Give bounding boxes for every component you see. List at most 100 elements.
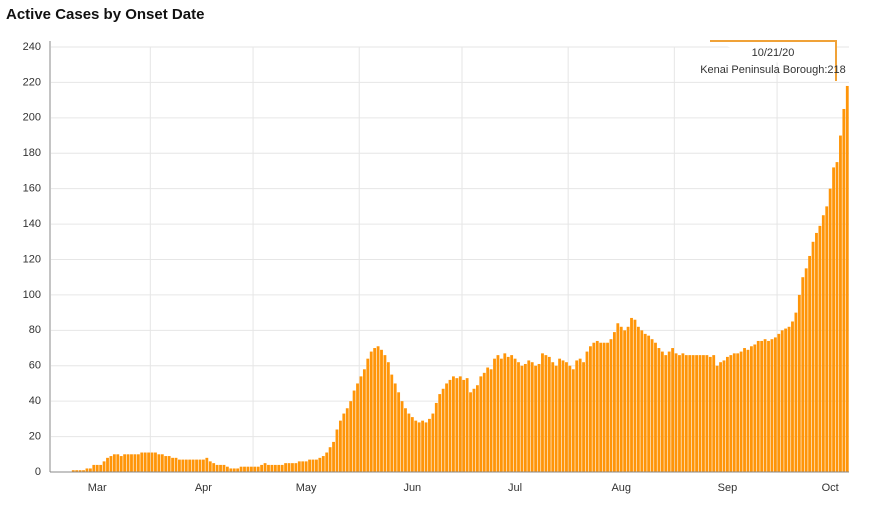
- bar: [201, 459, 205, 472]
- bar: [708, 356, 712, 472]
- bar: [472, 388, 476, 472]
- bar: [523, 363, 527, 472]
- bar: [280, 464, 284, 472]
- bar: [287, 463, 291, 472]
- bar: [698, 355, 702, 472]
- bar: [359, 376, 363, 472]
- bar: [407, 413, 411, 472]
- bar: [489, 369, 493, 472]
- bar: [383, 355, 387, 472]
- bar: [362, 369, 366, 472]
- bar: [229, 468, 233, 472]
- bar: [722, 360, 726, 472]
- bar: [520, 365, 524, 472]
- bar: [191, 459, 195, 472]
- bar: [705, 355, 709, 472]
- bar: [791, 321, 794, 472]
- bar: [743, 348, 746, 472]
- bar: [232, 468, 236, 472]
- bar: [595, 340, 599, 472]
- bar: [256, 466, 260, 472]
- x-tick-label: Sep: [718, 482, 738, 494]
- bar: [154, 452, 157, 472]
- bar: [616, 323, 620, 472]
- bar: [726, 356, 729, 472]
- bar: [636, 326, 640, 472]
- bar: [630, 317, 633, 472]
- bar: [184, 459, 188, 472]
- y-tick-label: 180: [23, 147, 41, 159]
- bar: [736, 353, 740, 472]
- bar: [623, 330, 627, 472]
- bar: [702, 355, 705, 472]
- bar: [119, 456, 123, 472]
- bar: [366, 358, 370, 472]
- bar: [767, 340, 770, 472]
- bar: [839, 135, 842, 472]
- bar: [684, 355, 688, 472]
- bar: [325, 452, 329, 472]
- bar: [575, 360, 579, 472]
- bar: [390, 374, 394, 472]
- bar: [208, 461, 212, 472]
- bar: [164, 456, 168, 472]
- bar: [801, 277, 805, 472]
- bar: [212, 463, 216, 472]
- bar: [301, 461, 305, 472]
- y-tick-label: 40: [29, 395, 41, 407]
- bar: [732, 353, 736, 472]
- bar: [479, 376, 483, 472]
- bar: [410, 417, 414, 472]
- bar: [82, 470, 85, 472]
- tooltip-date: 10/21/20: [752, 47, 795, 59]
- bar: [181, 459, 185, 472]
- bar: [448, 379, 452, 472]
- bar: [386, 362, 390, 472]
- bar: [845, 85, 849, 472]
- bar: [671, 348, 675, 472]
- bar: [753, 344, 757, 472]
- bar: [198, 459, 202, 472]
- bar: [417, 422, 421, 472]
- bar: [376, 346, 380, 472]
- bar: [75, 470, 79, 472]
- bar: [499, 358, 503, 472]
- bar: [112, 454, 116, 472]
- bar: [205, 457, 209, 472]
- bar: [452, 376, 455, 472]
- bar: [784, 328, 788, 472]
- bar: [530, 362, 534, 472]
- bar: [842, 108, 846, 473]
- bar: [147, 452, 151, 472]
- bar: [393, 383, 397, 472]
- bar: [469, 392, 472, 472]
- bar: [431, 413, 435, 472]
- bar: [414, 420, 418, 472]
- bar: [688, 355, 692, 472]
- bar: [267, 464, 270, 472]
- chart-title: Active Cases by Onset Date: [6, 6, 204, 23]
- bar: [332, 441, 335, 472]
- bar: [311, 459, 315, 472]
- bar: [633, 319, 637, 472]
- x-tick-label: Oct: [822, 482, 839, 494]
- x-tick-label: Mar: [88, 482, 107, 494]
- x-tick-label: Jun: [403, 482, 421, 494]
- bar: [578, 358, 582, 472]
- bar: [171, 457, 174, 472]
- y-tick-label: 240: [23, 41, 41, 53]
- bar: [253, 466, 257, 472]
- bar: [335, 429, 339, 472]
- bar: [345, 408, 349, 472]
- bar: [424, 422, 428, 472]
- bar: [811, 241, 815, 472]
- bar: [780, 330, 784, 472]
- bar: [825, 206, 829, 472]
- bar: [373, 348, 377, 472]
- bar: [835, 162, 839, 472]
- bar: [157, 454, 161, 472]
- bar: [612, 332, 616, 472]
- bar: [640, 330, 644, 472]
